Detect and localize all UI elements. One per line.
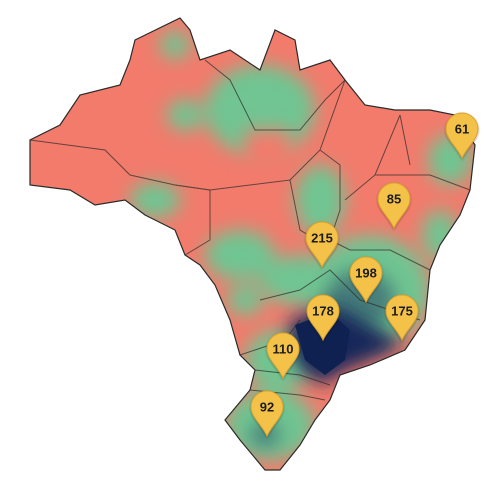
pin-marker [385,294,419,342]
pin: 61 [445,112,479,160]
pin: 215 [305,221,339,269]
pin-label: 92 [260,399,274,414]
pins: 61 85 215 198 178 175 110 92 [250,112,479,438]
pin: 175 [385,294,419,342]
pin-marker [445,112,479,160]
pin: 110 [266,332,300,380]
pin-label: 215 [311,230,333,245]
pin-label: 61 [455,121,469,136]
pin-label: 175 [391,303,413,318]
pin: 178 [306,294,340,342]
pin-label: 198 [355,265,377,280]
pin-marker [250,390,284,438]
pin-marker [377,182,411,230]
pin: 198 [349,256,383,304]
pin-marker [349,256,383,304]
pin-label: 110 [273,341,294,356]
pin-marker [306,294,340,342]
pin-label: 178 [312,303,334,318]
pin: 85 [377,182,411,230]
pin-marker [266,332,300,380]
pin: 92 [250,390,284,438]
pin-label: 85 [387,191,401,206]
pin-marker [305,221,339,269]
